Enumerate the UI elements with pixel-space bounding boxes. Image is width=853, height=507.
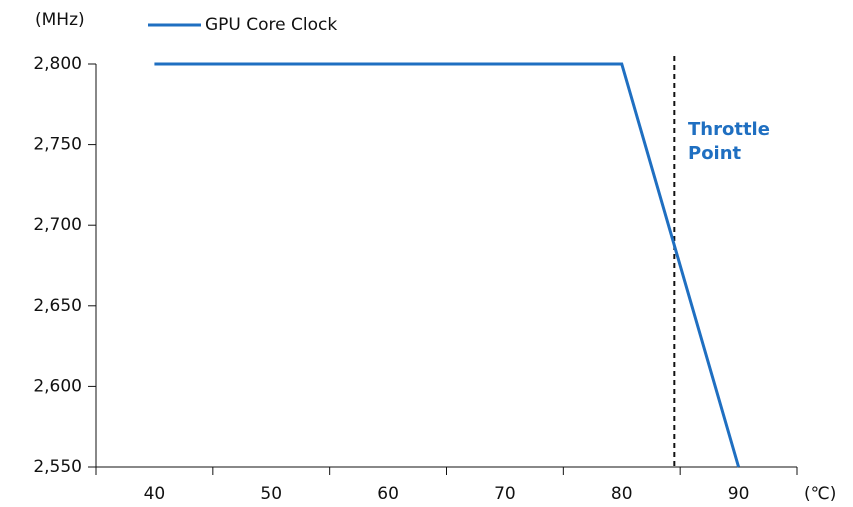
y-tick-label: 2,700 bbox=[33, 215, 82, 235]
x-tick-label: 80 bbox=[611, 484, 633, 504]
y-tick-label: 2,650 bbox=[33, 296, 82, 316]
x-tick-label: 50 bbox=[260, 484, 282, 504]
annotation-text: Point bbox=[688, 143, 742, 164]
x-tick-label: 40 bbox=[144, 484, 166, 504]
data-line bbox=[154, 62, 741, 468]
x-tick-label: 70 bbox=[494, 484, 516, 504]
y-unit: (MHz) bbox=[35, 10, 85, 30]
y-tick-label: 2,600 bbox=[33, 376, 82, 396]
x-tick-label: 60 bbox=[377, 484, 399, 504]
y-tick-label: 2,800 bbox=[33, 54, 82, 74]
y-tick-label: 2,750 bbox=[33, 135, 82, 155]
y-tick-label: 2,550 bbox=[33, 457, 82, 477]
annotation-text: Throttle bbox=[688, 119, 770, 140]
x-unit: (℃) bbox=[804, 484, 836, 504]
legend-label: GPU Core Clock bbox=[205, 15, 337, 35]
x-tick-label: 90 bbox=[728, 484, 750, 504]
